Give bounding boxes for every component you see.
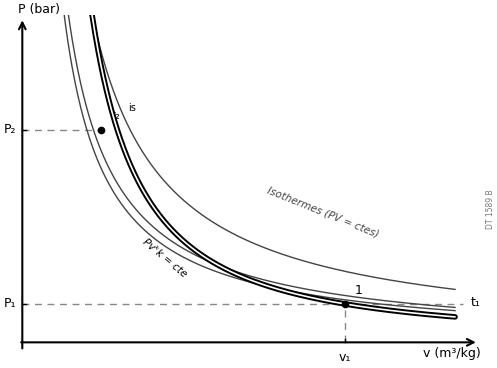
Text: DT 1589 B: DT 1589 B	[486, 190, 495, 229]
Text: is: is	[128, 103, 136, 113]
Text: Isothermes (PV = ctes): Isothermes (PV = ctes)	[266, 185, 381, 240]
Text: Pvᵏk = cte: Pvᵏk = cte	[140, 237, 188, 279]
Text: v₁: v₁	[339, 351, 351, 364]
Text: P (bar): P (bar)	[18, 3, 60, 16]
Text: P₁: P₁	[4, 297, 16, 311]
Text: v (m³/kg): v (m³/kg)	[423, 347, 481, 360]
Text: t₁: t₁	[471, 296, 481, 309]
Text: P₂: P₂	[4, 123, 16, 136]
Text: 1: 1	[355, 284, 363, 297]
Text: t₂: t₂	[111, 109, 121, 122]
